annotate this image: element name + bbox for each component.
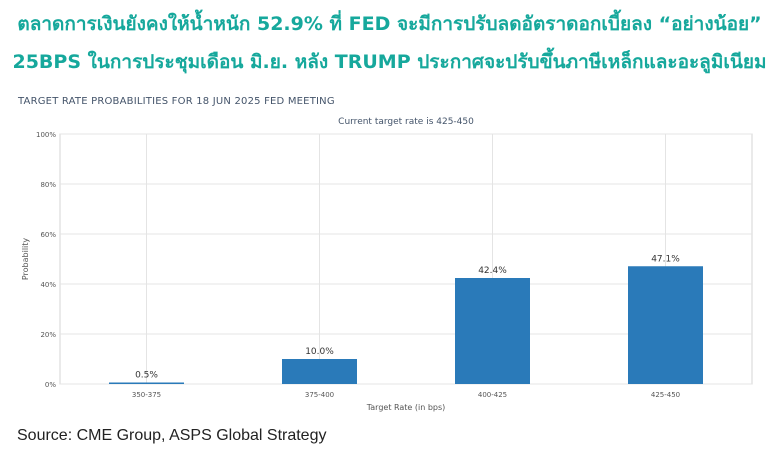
y-tick-label: 40% xyxy=(40,281,56,289)
bar-value-label: 0.5% xyxy=(135,371,158,381)
bar xyxy=(455,278,530,384)
bar-value-label: 10.0% xyxy=(305,347,334,357)
chart-subtitle: Current target rate is 425-450 xyxy=(338,117,474,127)
x-tick-label: 425-450 xyxy=(651,391,680,399)
x-tick-label: 350-375 xyxy=(132,391,161,399)
x-tick-label: 400-425 xyxy=(478,391,507,399)
bar-value-label: 42.4% xyxy=(478,266,507,276)
headline-line-2: 25BPS ในการประชุมเดือน มิ.ย. หลัง TRUMP … xyxy=(12,51,767,73)
chart-title: TARGET RATE PROBABILITIES FOR 18 JUN 202… xyxy=(18,96,335,107)
y-tick-label: 100% xyxy=(36,131,56,139)
y-tick-label: 0% xyxy=(45,381,56,389)
bar xyxy=(282,359,357,384)
bar xyxy=(628,266,703,384)
y-tick-label: 20% xyxy=(40,331,56,339)
y-tick-label: 60% xyxy=(40,231,56,239)
x-axis-title: Target Rate (in bps) xyxy=(366,403,446,412)
bar-value-label: 47.1% xyxy=(651,254,680,264)
source-note: Source: CME Group, ASPS Global Strategy xyxy=(17,427,327,444)
y-axis-title: Probability xyxy=(21,238,30,281)
y-tick-label: 80% xyxy=(40,181,56,189)
bar xyxy=(109,382,184,384)
x-tick-label: 375-400 xyxy=(305,391,334,399)
headline-line-1: ตลาดการเงินยังคงให้น้ำหนัก 52.9% ที่ FED… xyxy=(17,13,762,35)
